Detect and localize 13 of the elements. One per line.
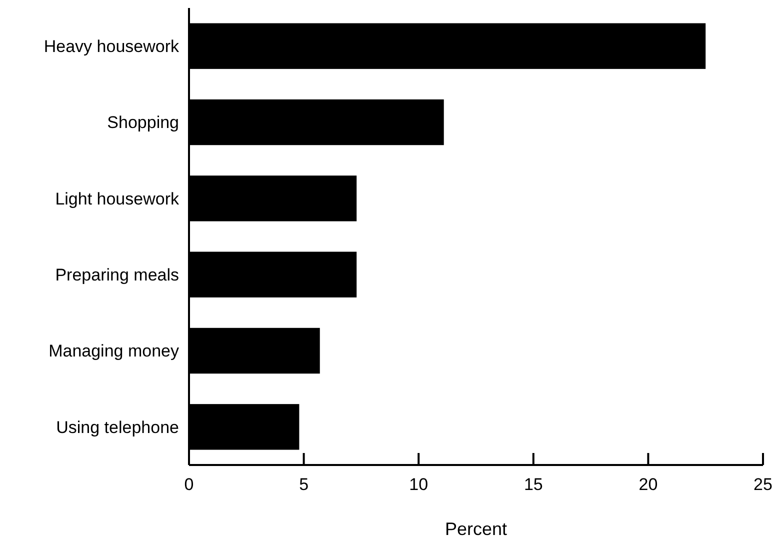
y-tick-label: Managing money [48,342,180,361]
x-tick-label: 20 [638,475,658,494]
x-tick-label: 10 [409,475,428,494]
x-tick-label: 25 [754,475,772,494]
y-tick-label: Preparing meals [55,266,179,285]
y-tick-label: Using telephone [56,418,179,437]
x-axis-title: Percent [444,519,508,539]
x-tick-label: 0 [184,475,194,494]
x-tick-label: 15 [524,475,543,494]
x-tick-label: 5 [299,475,309,494]
y-tick-label: Shopping [107,113,179,132]
y-tick-label: Light housework [55,189,180,208]
y-tick-label: Heavy housework [44,37,180,56]
